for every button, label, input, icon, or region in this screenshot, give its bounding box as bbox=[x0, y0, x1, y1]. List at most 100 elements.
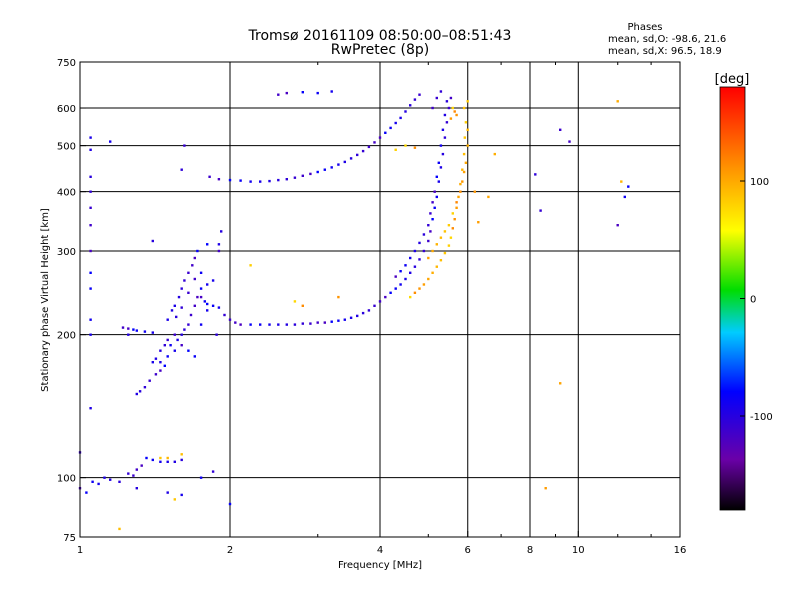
o-mode-point bbox=[384, 131, 387, 134]
x-mode-point bbox=[166, 456, 169, 460]
o-mode-point bbox=[223, 313, 226, 317]
o-mode-point bbox=[180, 168, 183, 171]
o-mode-point bbox=[277, 178, 280, 182]
y-tick-label: 400 bbox=[57, 188, 76, 199]
o-mode-point bbox=[316, 170, 319, 174]
o-mode-point bbox=[159, 460, 162, 463]
x-tick-label: 2 bbox=[227, 545, 233, 556]
x-mode-point bbox=[418, 287, 421, 290]
o-mode-point bbox=[180, 344, 183, 347]
o-mode-point bbox=[559, 128, 562, 131]
x-mode-point bbox=[293, 300, 297, 303]
o-mode-point bbox=[211, 279, 215, 282]
o-mode-point bbox=[89, 271, 92, 274]
o-mode-point bbox=[356, 314, 359, 318]
o-mode-point bbox=[180, 287, 183, 290]
o-mode-point bbox=[373, 304, 376, 307]
o-mode-point bbox=[199, 295, 203, 299]
plot-frame bbox=[79, 61, 681, 538]
x-mode-point bbox=[439, 259, 443, 262]
o-mode-point bbox=[418, 258, 421, 261]
o-mode-point bbox=[196, 249, 199, 253]
o-mode-point bbox=[173, 349, 176, 352]
o-mode-point bbox=[199, 287, 203, 290]
o-mode-point bbox=[177, 295, 181, 299]
o-mode-point bbox=[148, 379, 151, 382]
y-tick-label: 300 bbox=[57, 247, 76, 258]
o-mode-point bbox=[356, 153, 359, 157]
o-mode-point bbox=[384, 295, 387, 299]
o-mode-point bbox=[389, 291, 392, 294]
o-mode-point bbox=[616, 224, 619, 227]
o-mode-point bbox=[409, 256, 412, 260]
x-mode-point bbox=[473, 190, 476, 193]
o-mode-point bbox=[437, 161, 440, 164]
y-tick-label: 750 bbox=[57, 58, 76, 69]
o-mode-point bbox=[191, 264, 194, 267]
o-mode-point bbox=[394, 121, 397, 125]
x-mode-point bbox=[464, 161, 468, 164]
x-mode-point bbox=[404, 144, 407, 147]
colorbar-tick-label: 0 bbox=[750, 295, 756, 306]
x-mode-point bbox=[466, 128, 469, 131]
o-mode-point bbox=[439, 144, 443, 147]
x-mode-point bbox=[455, 201, 458, 204]
o-mode-point bbox=[135, 468, 138, 471]
o-mode-point bbox=[189, 313, 193, 317]
o-mode-point bbox=[173, 304, 176, 307]
legend-line-o: mean, sd,O: -98.6, 21.6 bbox=[608, 34, 726, 45]
x-mode-point bbox=[439, 236, 443, 239]
o-mode-point bbox=[183, 279, 186, 282]
x-mode-point bbox=[180, 453, 183, 456]
x-mode-point bbox=[463, 136, 466, 139]
o-mode-point bbox=[199, 323, 203, 326]
o-mode-point bbox=[154, 373, 158, 376]
o-mode-point bbox=[159, 369, 162, 372]
o-mode-point bbox=[151, 458, 154, 462]
o-mode-point bbox=[166, 460, 169, 463]
o-mode-point bbox=[89, 249, 92, 253]
o-mode-point bbox=[89, 318, 92, 321]
o-mode-point bbox=[627, 185, 630, 188]
o-mode-point bbox=[163, 364, 166, 367]
o-mode-point bbox=[343, 318, 346, 321]
o-mode-point bbox=[217, 306, 221, 309]
x-mode-point bbox=[544, 487, 547, 490]
o-mode-point bbox=[330, 166, 333, 169]
o-mode-point bbox=[361, 311, 365, 315]
o-mode-point bbox=[91, 480, 94, 483]
o-mode-point bbox=[203, 300, 206, 303]
o-mode-point bbox=[143, 386, 147, 389]
x-mode-point bbox=[422, 283, 426, 286]
o-mode-point bbox=[176, 338, 179, 342]
colorbar-tick-label: 100 bbox=[750, 177, 769, 188]
x-mode-point bbox=[455, 113, 458, 117]
x-mode-point bbox=[413, 291, 417, 294]
o-mode-point bbox=[431, 218, 434, 221]
x-mode-point bbox=[459, 190, 462, 193]
o-mode-point bbox=[193, 355, 196, 358]
x-mode-point bbox=[409, 295, 412, 299]
x-mode-point bbox=[459, 182, 462, 186]
o-mode-point bbox=[103, 476, 106, 479]
colorbar-label: [deg] bbox=[715, 72, 750, 87]
x-mode-point bbox=[455, 206, 458, 209]
o-mode-point bbox=[427, 224, 430, 227]
o-mode-point bbox=[431, 201, 434, 204]
o-mode-point bbox=[309, 172, 312, 176]
x-tick-label: 8 bbox=[527, 545, 533, 556]
x-tick-label: 6 bbox=[465, 545, 471, 556]
x-mode-point bbox=[461, 168, 464, 171]
o-mode-point bbox=[211, 304, 215, 307]
y-axis: 75 100 200 300 400 500 600 750 bbox=[57, 58, 86, 544]
o-mode-point bbox=[206, 302, 209, 306]
x-mode-point bbox=[427, 256, 430, 260]
colorbar bbox=[719, 86, 746, 511]
o-mode-point bbox=[293, 323, 297, 326]
o-mode-point bbox=[166, 355, 169, 358]
o-mode-point bbox=[89, 224, 92, 227]
o-mode-point bbox=[441, 152, 445, 156]
o-mode-point bbox=[145, 456, 148, 460]
o-mode-point bbox=[343, 160, 346, 164]
